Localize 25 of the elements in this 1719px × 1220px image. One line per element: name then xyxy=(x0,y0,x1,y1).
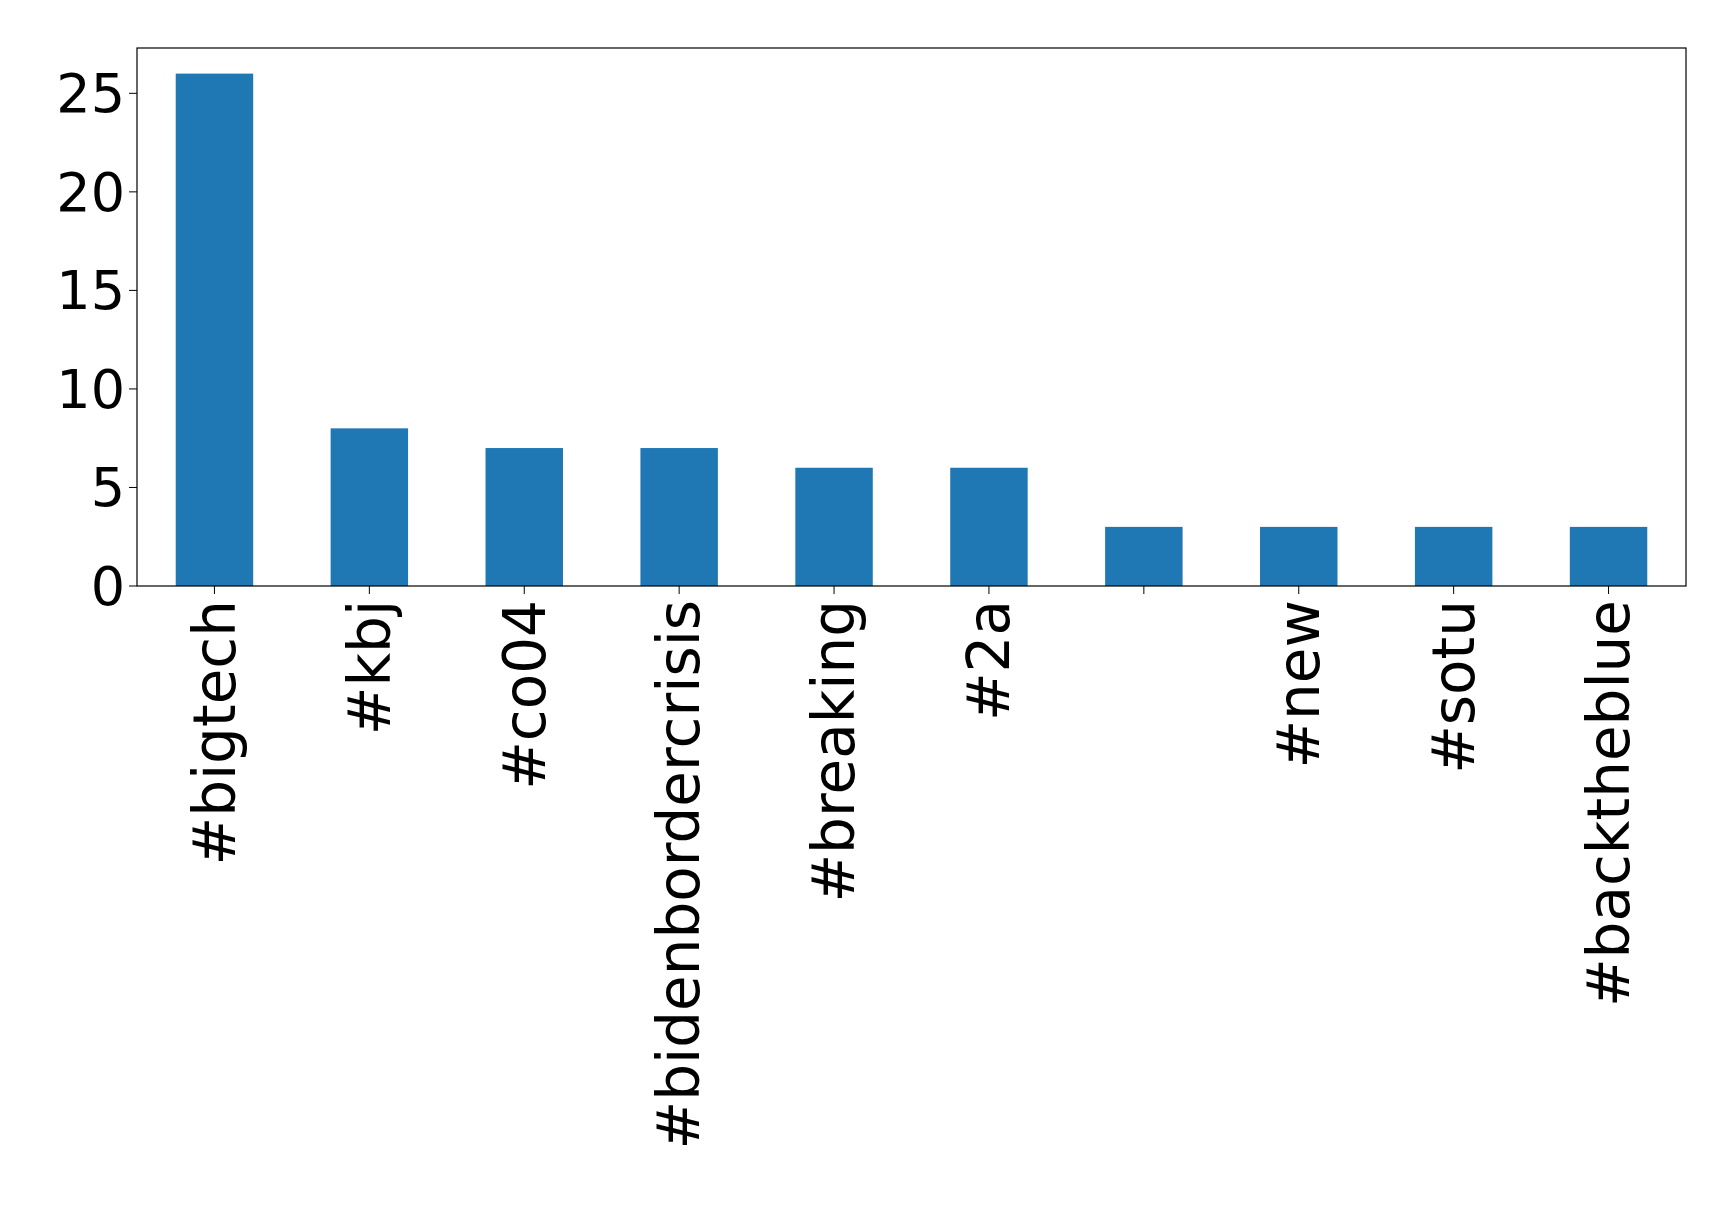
y-tick-label: 10 xyxy=(56,357,125,421)
bar xyxy=(1414,526,1493,586)
x-tick-label: #breaking xyxy=(800,600,869,903)
x-tick-label: #backtheblue xyxy=(1574,600,1643,1007)
bar xyxy=(485,448,563,586)
y-tick-label: 0 xyxy=(90,554,125,618)
bar xyxy=(1105,526,1183,586)
bar xyxy=(640,448,718,586)
y-tick-label: 25 xyxy=(56,62,125,126)
y-tick-label: 15 xyxy=(56,259,125,323)
x-tick-label: #co04 xyxy=(490,600,559,790)
y-tick-label: 20 xyxy=(56,160,125,224)
bar xyxy=(950,467,1028,586)
y-tick-label: 5 xyxy=(90,456,125,520)
bar xyxy=(175,73,254,586)
x-tick-label: #2a xyxy=(955,600,1024,722)
bar xyxy=(1569,526,1648,586)
x-tick-label: #bidenbordercrisis xyxy=(645,600,714,1150)
bar xyxy=(1260,526,1338,586)
bar xyxy=(795,467,873,586)
x-tick-label: #bigtech xyxy=(180,600,249,866)
x-tick-label: #new xyxy=(1265,600,1334,769)
x-tick-label: #sotu xyxy=(1419,600,1488,774)
bar xyxy=(330,428,409,586)
x-tick-label: #kbj xyxy=(335,600,404,736)
